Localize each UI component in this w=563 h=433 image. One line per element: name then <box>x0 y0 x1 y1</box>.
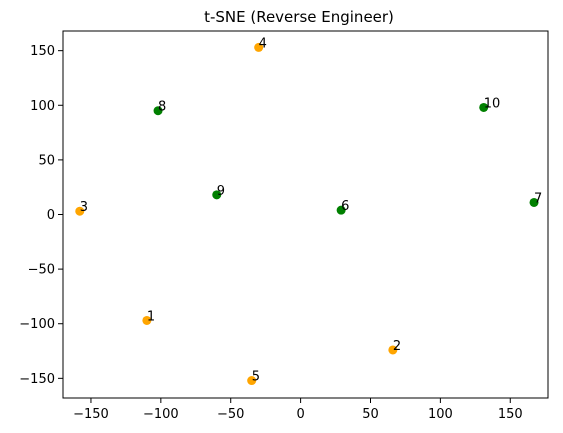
y-tick-label: 50 <box>38 153 55 168</box>
x-tick-label: 0 <box>296 407 304 422</box>
data-point <box>254 42 264 52</box>
point-label: 1 <box>147 309 155 324</box>
chart-title: t-SNE (Reverse Engineer) <box>204 8 394 26</box>
y-axis: −150 −100 −50 0 50 100 150 <box>19 44 63 387</box>
data-point <box>153 106 163 116</box>
point-label: 2 <box>393 339 401 354</box>
y-tick-label: −100 <box>19 317 55 332</box>
data-point <box>212 190 222 200</box>
x-tick-label: 50 <box>362 407 379 422</box>
point-label: 8 <box>158 100 166 115</box>
y-tick-label: −150 <box>19 372 55 387</box>
point-label: 7 <box>534 191 542 206</box>
x-tick-label: 100 <box>428 407 453 422</box>
point-label: 10 <box>484 96 501 111</box>
data-point <box>247 376 257 386</box>
plot-frame <box>62 30 549 399</box>
point-label: 3 <box>80 200 88 215</box>
point-label: 4 <box>259 36 267 51</box>
data-point <box>142 315 152 325</box>
data-points: 1 2 3 4 5 6 7 8 9 10 <box>75 36 542 386</box>
data-point <box>388 345 398 355</box>
data-point <box>75 206 85 216</box>
point-label: 6 <box>341 199 349 214</box>
y-tick-label: 0 <box>47 208 55 223</box>
x-tick-label: −150 <box>73 407 109 422</box>
point-label: 9 <box>217 184 225 199</box>
data-point <box>479 102 489 112</box>
x-tick-label: −50 <box>217 407 244 422</box>
y-tick-label: −50 <box>28 263 55 278</box>
x-tick-label: −100 <box>143 407 179 422</box>
data-point <box>529 197 539 207</box>
y-tick-label: 150 <box>30 44 55 59</box>
data-point <box>336 205 346 215</box>
point-label: 5 <box>252 370 260 385</box>
x-axis: −150 −100 −50 0 50 100 150 <box>73 398 523 422</box>
y-tick-label: 100 <box>30 99 55 114</box>
x-tick-label: 150 <box>498 407 523 422</box>
